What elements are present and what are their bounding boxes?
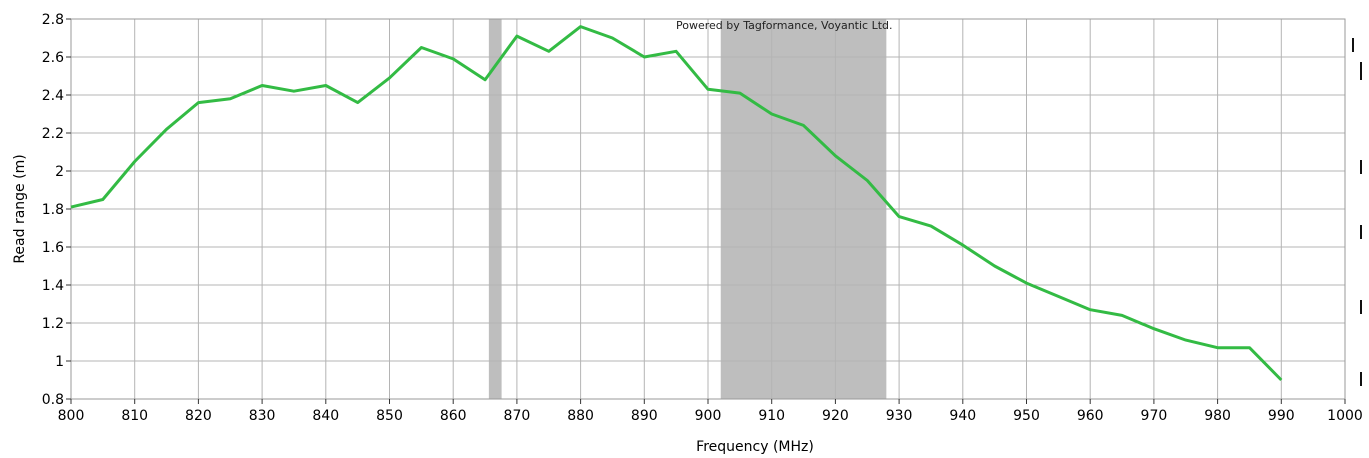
series-layer — [70, 25, 1283, 382]
x-tick-label: 930 — [886, 408, 913, 424]
x-tick-label: 990 — [1268, 408, 1295, 424]
grid-lines — [70, 18, 1346, 400]
x-tick-label: 810 — [121, 408, 148, 424]
x-tick-label: 890 — [631, 408, 658, 424]
x-tick-label: 840 — [312, 408, 339, 424]
y-tick-label: 0.8 — [42, 392, 64, 408]
y-tick-label: 1 — [55, 354, 64, 370]
y-tick-label: 2.4 — [42, 88, 64, 104]
y-tick-label: 1.6 — [42, 240, 64, 256]
x-tick-label: 940 — [949, 408, 976, 424]
y-tick-label: 1.8 — [42, 202, 64, 218]
x-axis-ticks: 800 810 820 830 840 850 860 870 880 890 900 910 920 9… — [58, 399, 1363, 424]
y-tick-label: 1.4 — [42, 278, 64, 294]
x-tick-label: 960 — [1077, 408, 1104, 424]
x-tick-label: 850 — [376, 408, 403, 424]
x-tick-label: 830 — [249, 408, 276, 424]
x-tick-label: 820 — [185, 408, 212, 424]
x-tick-label: 970 — [1141, 408, 1168, 424]
x-tick-label: 870 — [504, 408, 531, 424]
y-tick-label: 2.2 — [42, 126, 64, 142]
x-tick-label: 920 — [822, 408, 849, 424]
y-tick-label: 2 — [55, 164, 64, 180]
x-tick-label: 950 — [1013, 408, 1040, 424]
y-axis-ticks: 0.8 1 1.2 1.4 1.6 1.8 2 2.2 2.4 2.6 2.8 — [42, 12, 71, 408]
y-tick-label: 1.2 — [42, 316, 64, 332]
x-tick-label: 980 — [1204, 408, 1231, 424]
x-tick-label: 910 — [758, 408, 785, 424]
y-axis-title: Read range (m) — [12, 154, 28, 263]
right-edge-fragments — [1352, 38, 1362, 386]
x-tick-label: 800 — [58, 408, 85, 424]
x-tick-label: 1000 — [1327, 408, 1363, 424]
x-tick-label: 860 — [440, 408, 467, 424]
x-axis-title: Frequency (MHz) — [696, 439, 814, 455]
y-tick-label: 2.8 — [42, 12, 64, 28]
x-tick-label: 880 — [567, 408, 594, 424]
chart-watermark: Powered by Tagformance, Voyantic Ltd. — [676, 19, 893, 32]
x-tick-label: 900 — [695, 408, 722, 424]
y-tick-label: 2.6 — [42, 50, 64, 66]
